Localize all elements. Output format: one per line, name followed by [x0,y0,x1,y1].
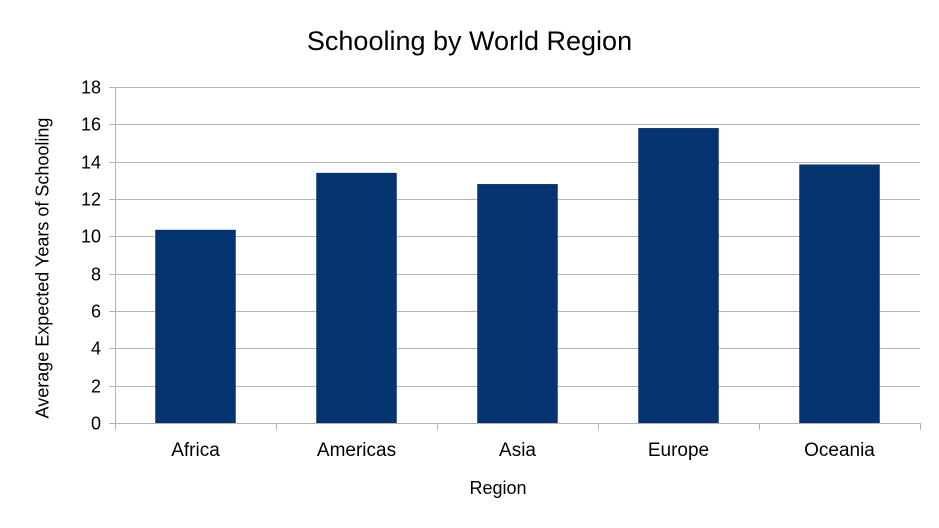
bar-oceania [799,164,880,423]
y-tick-label: 18 [81,78,101,98]
y-tick-label: 4 [91,339,101,359]
x-tick-label: Americas [317,440,396,461]
bar-europe [638,128,719,424]
chart-title: Schooling by World Region [306,26,633,56]
bar-africa [155,229,236,423]
y-tick-label: 12 [81,190,101,210]
y-tick-label: 16 [81,115,101,135]
x-axis-title: Region [469,478,527,498]
bar-asia [477,184,558,423]
x-tick-label: Europe [648,440,709,461]
y-tick-label: 0 [91,414,101,434]
bar-americas [316,172,397,423]
y-tick-label: 10 [81,227,101,247]
y-tick-label: 8 [91,265,101,285]
x-tick-label: Oceania [804,440,875,461]
y-axis-title-text: Average Expected Years of Schooling [32,117,53,419]
y-tick-label: 14 [81,153,101,173]
y-tick-label: 2 [91,377,101,397]
x-tick-label: Africa [171,440,220,461]
x-tick-label: Asia [499,440,536,461]
y-tick-label: 6 [91,302,101,322]
